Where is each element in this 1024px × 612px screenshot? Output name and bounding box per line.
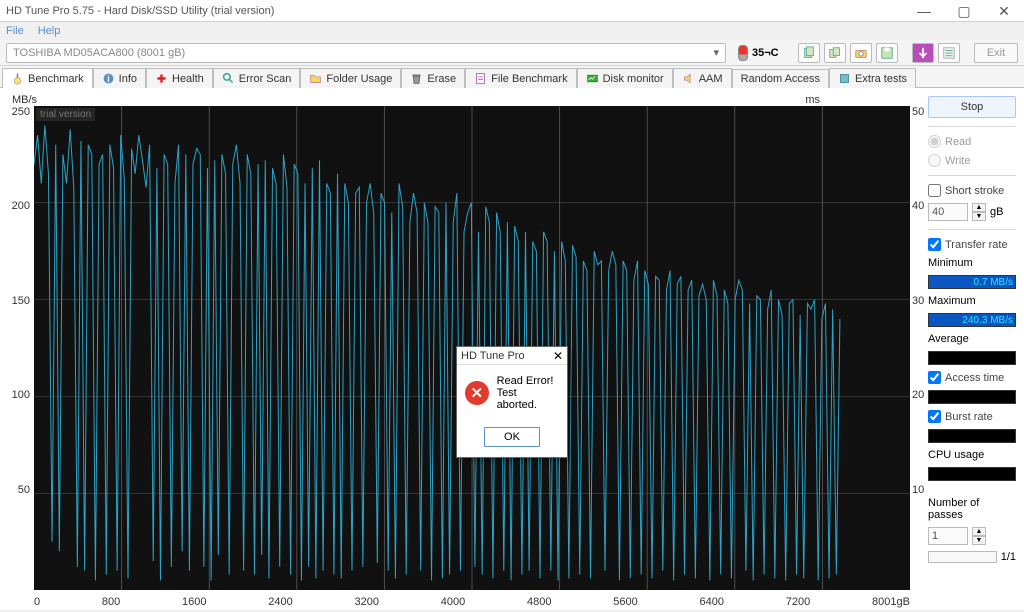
titlebar: HD Tune Pro 5.75 - Hard Disk/SSD Utility…: [0, 0, 1024, 22]
tab-extratests[interactable]: Extra tests: [829, 68, 916, 88]
error-dialog: HD Tune Pro✕ ✕ Read Error!Test aborted. …: [456, 346, 568, 458]
tab-aam[interactable]: AAM: [673, 68, 732, 88]
menu-file[interactable]: File: [6, 25, 24, 37]
dialog-text: Read Error!Test aborted.: [497, 375, 559, 411]
passes-progress: [928, 551, 997, 563]
close-button[interactable]: ✕: [984, 0, 1024, 22]
burst-value: [928, 429, 1016, 443]
y-axis-right: 5040302010: [912, 106, 928, 590]
tab-label: Folder Usage: [326, 73, 392, 85]
y-axis-left: 25020015010050: [6, 106, 30, 590]
save-icon[interactable]: [876, 43, 898, 63]
tab-label: Random Access: [741, 73, 820, 85]
tab-info[interactable]: i Info: [93, 68, 146, 88]
burst-check[interactable]: Burst rate: [928, 410, 1016, 423]
average-label: Average: [928, 333, 1016, 345]
passes-spin[interactable]: ▲▼: [928, 527, 1016, 545]
temperature-value: 35¬C: [752, 47, 779, 59]
dialog-ok-button[interactable]: OK: [484, 427, 540, 447]
tab-label: Benchmark: [28, 73, 84, 85]
tab-label: File Benchmark: [491, 73, 567, 85]
exit-button[interactable]: Exit: [974, 43, 1018, 63]
access-check[interactable]: Access time: [928, 371, 1016, 384]
error-icon: ✕: [465, 381, 489, 405]
tab-errorscan[interactable]: Error Scan: [213, 68, 301, 88]
passes-label: Number of passes: [928, 497, 1016, 521]
tab-filebenchmark[interactable]: File Benchmark: [465, 68, 576, 88]
drive-label: TOSHIBA MD05ACA800 (8001 gB): [13, 47, 185, 59]
window-title: HD Tune Pro 5.75 - Hard Disk/SSD Utility…: [6, 5, 274, 17]
average-value: [928, 351, 1016, 365]
camera-icon[interactable]: [850, 43, 872, 63]
thermometer-icon: [738, 45, 748, 61]
settings-icon[interactable]: [912, 43, 934, 63]
tab-label: Erase: [427, 73, 456, 85]
cpu-value: [928, 467, 1016, 481]
temperature: 35¬C: [738, 45, 779, 61]
tab-label: Extra tests: [855, 73, 907, 85]
content: MB/s ms 25020015010050 5040302010 trial …: [0, 88, 1024, 610]
tab-folderusage[interactable]: Folder Usage: [300, 68, 401, 88]
tab-diskmonitor[interactable]: Disk monitor: [577, 68, 673, 88]
minimum-label: Minimum: [928, 257, 1016, 269]
stop-button[interactable]: Stop: [928, 96, 1016, 118]
tab-randomaccess[interactable]: Random Access: [732, 69, 829, 88]
tab-label: AAM: [699, 73, 723, 85]
dialog-close-icon[interactable]: ✕: [553, 349, 563, 363]
maximize-button[interactable]: ▢: [944, 0, 984, 22]
minimize-button[interactable]: —: [904, 0, 944, 22]
tab-health[interactable]: Health: [146, 68, 213, 88]
svg-text:i: i: [107, 74, 109, 84]
dialog-title: HD Tune Pro: [461, 350, 553, 362]
read-radio: Read: [928, 135, 1016, 148]
tabstrip: Benchmark i Info Health Error Scan Folder…: [0, 66, 1024, 88]
y-axis-label: MB/s: [12, 94, 37, 106]
side-panel: Stop Read Write Short stroke ▲▼gB Transf…: [928, 88, 1024, 610]
menu-help[interactable]: Help: [38, 25, 61, 37]
tab-erase[interactable]: Erase: [401, 68, 465, 88]
write-radio: Write: [928, 154, 1016, 167]
passes-count: 1/1: [1001, 551, 1016, 563]
options-icon[interactable]: [938, 43, 960, 63]
tab-label: Disk monitor: [603, 73, 664, 85]
x-axis: 0800160024003200400048005600640072008001…: [34, 596, 910, 608]
tab-benchmark[interactable]: Benchmark: [2, 68, 93, 88]
menubar: File Help: [0, 22, 1024, 40]
watermark: trial version: [36, 108, 95, 121]
dialog-titlebar[interactable]: HD Tune Pro✕: [457, 347, 567, 365]
shortstroke-spin[interactable]: ▲▼gB: [928, 203, 1016, 221]
tab-label: Health: [172, 73, 204, 85]
maximum-value: 240.3 MB/s: [928, 313, 1016, 327]
copy2-icon[interactable]: [824, 43, 846, 63]
copy-icon[interactable]: [798, 43, 820, 63]
drive-select[interactable]: TOSHIBA MD05ACA800 (8001 gB): [6, 43, 726, 63]
maximum-label: Maximum: [928, 295, 1016, 307]
y-right-label: ms: [805, 94, 820, 106]
minimum-value: 0.7 MB/s: [928, 275, 1016, 289]
cpu-label: CPU usage: [928, 449, 1016, 461]
shortstroke-check[interactable]: Short stroke: [928, 184, 1016, 197]
toolbar: TOSHIBA MD05ACA800 (8001 gB) 35¬C Exit: [0, 40, 1024, 66]
tab-label: Info: [119, 73, 137, 85]
access-value: [928, 390, 1016, 404]
transfer-check[interactable]: Transfer rate: [928, 238, 1016, 251]
tab-label: Error Scan: [239, 73, 292, 85]
